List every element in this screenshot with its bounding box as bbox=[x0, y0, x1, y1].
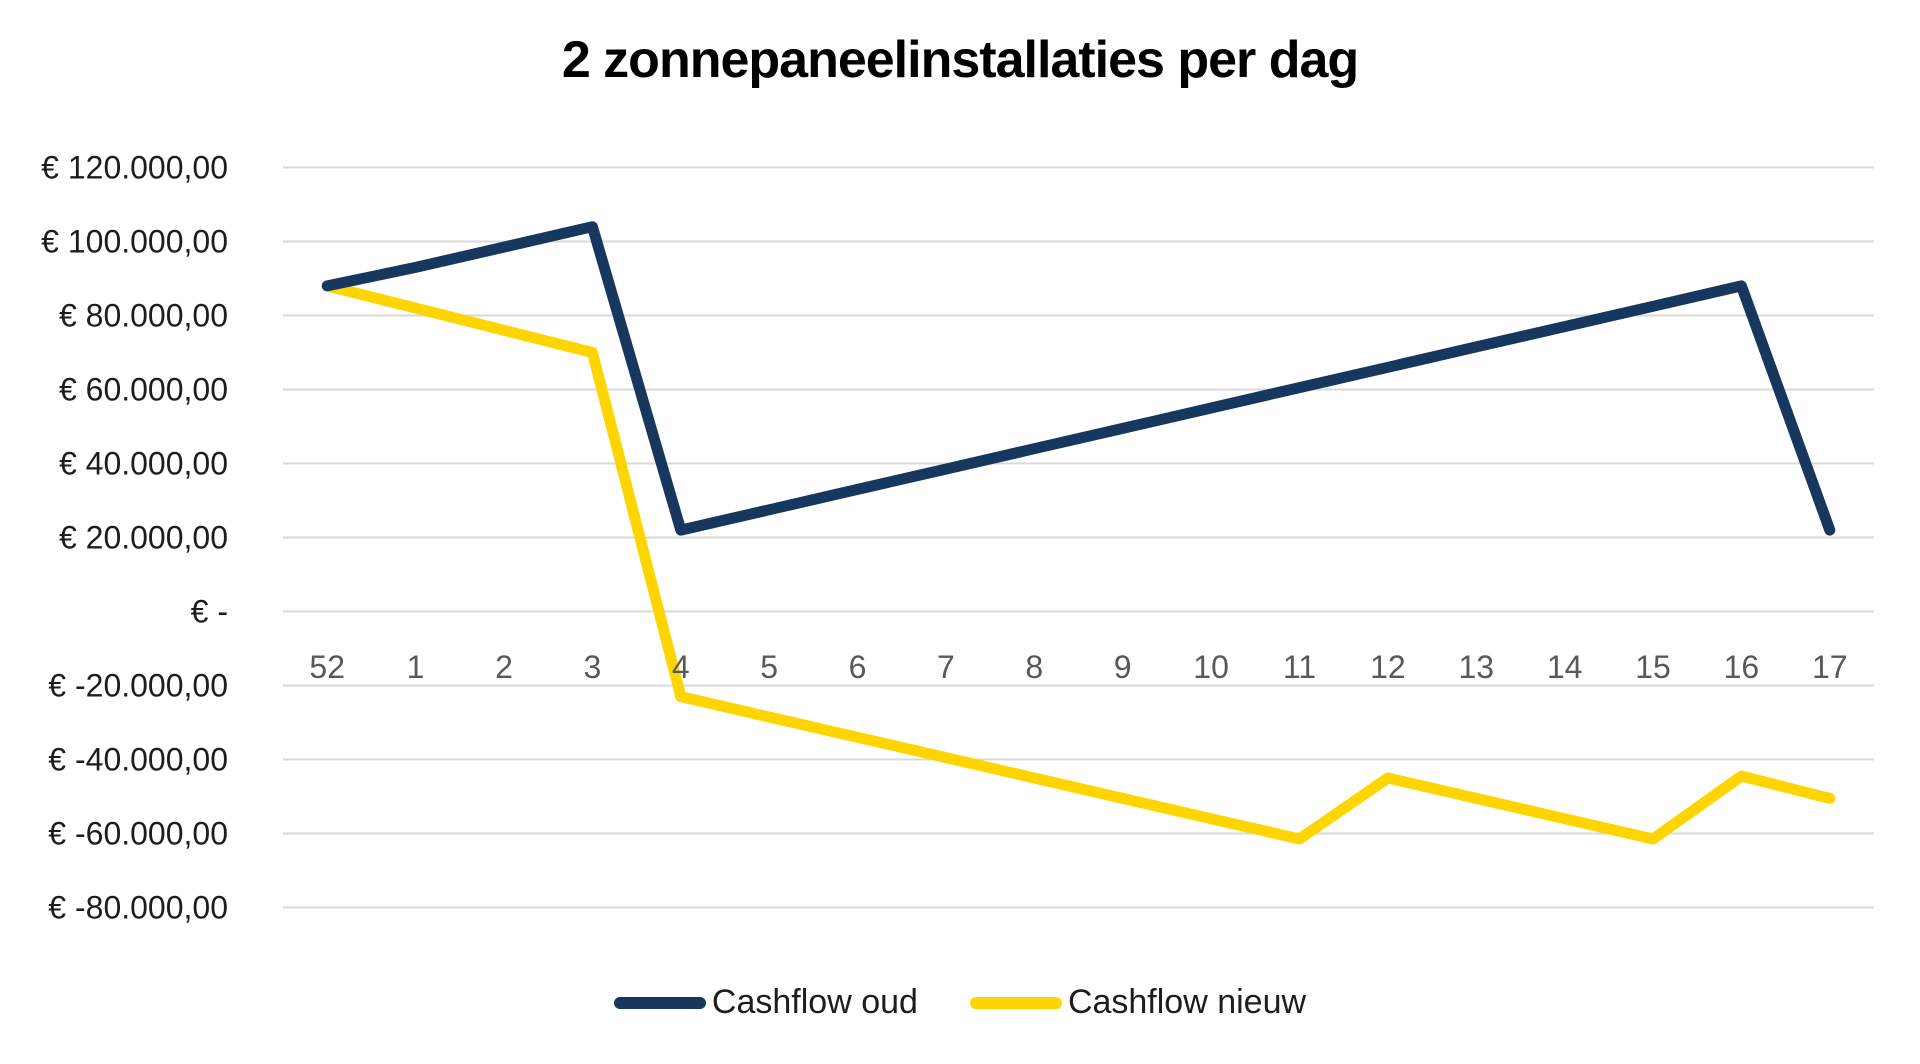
cashflow-oud-line-swatch bbox=[613, 996, 706, 1009]
y-axis-tick-label: € - bbox=[191, 594, 228, 630]
legend-label-cashflow-oud: Cashflow oud bbox=[711, 983, 918, 1021]
legend-item-cashflow-nieuw: Cashflow nieuw bbox=[969, 983, 1307, 1022]
legend-label-cashflow-nieuw: Cashflow nieuw bbox=[1067, 983, 1307, 1021]
x-axis-tick-label: 17 bbox=[1812, 649, 1848, 685]
y-axis-tick-label: € 120.000,00 bbox=[41, 150, 228, 186]
x-axis-tick-label: 12 bbox=[1370, 649, 1406, 685]
x-axis-tick-label: 1 bbox=[407, 649, 425, 685]
x-axis-tick-label: 15 bbox=[1635, 649, 1671, 685]
y-axis-tick-label: € 40.000,00 bbox=[59, 446, 228, 482]
y-axis-tick-label: € -80.000,00 bbox=[48, 890, 228, 926]
x-axis-tick-label: 13 bbox=[1458, 649, 1494, 685]
y-axis-tick-label: € -40.000,00 bbox=[48, 742, 228, 778]
y-axis-tick-label: € -20.000,00 bbox=[48, 668, 228, 704]
x-axis-tick-label: 52 bbox=[309, 649, 345, 685]
y-axis-tick-label: € 20.000,00 bbox=[59, 520, 228, 556]
x-axis-tick-label: 3 bbox=[583, 649, 601, 685]
y-axis-tick-label: € 80.000,00 bbox=[59, 298, 228, 334]
x-axis-tick-label: 6 bbox=[849, 649, 867, 685]
cashflow-nieuw-line-swatch bbox=[969, 996, 1062, 1009]
cashflow-nieuw-line bbox=[321, 280, 1836, 845]
y-axis-tick-label: € 60.000,00 bbox=[59, 372, 228, 408]
x-axis-tick-label: 9 bbox=[1114, 649, 1132, 685]
x-axis-tick-label: 4 bbox=[672, 649, 690, 685]
x-axis-tick-label: 2 bbox=[495, 649, 513, 685]
y-axis-tick-label: € -60.000,00 bbox=[48, 816, 228, 852]
legend-item-cashflow-oud: Cashflow oud bbox=[613, 983, 918, 1022]
x-axis-tick-label: 14 bbox=[1547, 649, 1583, 685]
y-axis-tick-label: € 100.000,00 bbox=[41, 224, 228, 260]
x-axis-tick-label: 10 bbox=[1193, 649, 1229, 685]
cashflow-oud-line bbox=[321, 221, 1836, 536]
x-axis-tick-label: 8 bbox=[1025, 649, 1043, 685]
chart-title: 2 zonnepaneelinstallaties per dag bbox=[561, 31, 1359, 89]
x-axis-tick-label: 5 bbox=[760, 649, 778, 685]
chart-legend: Cashflow oud Cashflow nieuw bbox=[0, 983, 1920, 1022]
x-axis-tick-label: 16 bbox=[1724, 649, 1760, 685]
x-axis-tick-label: 7 bbox=[937, 649, 955, 685]
x-axis-tick-label: 11 bbox=[1283, 649, 1316, 685]
